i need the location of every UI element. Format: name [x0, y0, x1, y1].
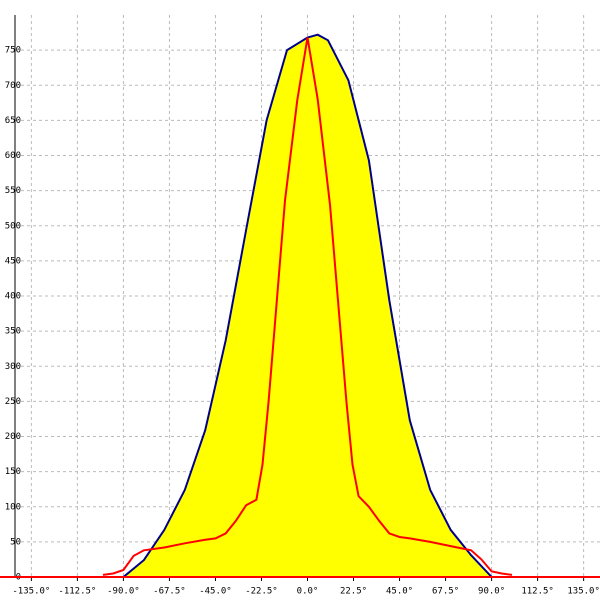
y-tick-label: 550 — [5, 186, 21, 196]
y-tick-label: 300 — [5, 362, 21, 372]
y-tick-label: 600 — [5, 151, 21, 161]
x-tick-label: -135.0° — [12, 587, 50, 597]
x-tick-label: -45.0° — [199, 587, 232, 597]
area — [120, 33, 494, 578]
y-tick-label: 50 — [10, 537, 21, 547]
x-tick-label: 45.0° — [386, 587, 413, 597]
y-tick-label: 400 — [5, 292, 21, 302]
x-tick-label: -22.5° — [245, 587, 278, 597]
y-tick-label: 750 — [5, 46, 21, 56]
y-tick-label: 100 — [5, 502, 21, 512]
y-tick-label: 450 — [5, 256, 21, 266]
y-tick-label: 650 — [5, 116, 21, 126]
y-tick-label: 150 — [5, 467, 21, 477]
x-tick-label: 112.5° — [521, 587, 554, 597]
x-tick-label: 135.0° — [567, 587, 600, 597]
x-tick-label: -90.0° — [107, 587, 140, 597]
line — [102, 37, 513, 576]
y-tick-label: 700 — [5, 81, 21, 91]
x-tick-label: 90.0° — [478, 587, 505, 597]
x-tick-label: 67.5° — [432, 587, 459, 597]
x-tick-label: -112.5° — [58, 587, 96, 597]
y-tick-label: 350 — [5, 327, 21, 337]
x-tick-label: 0.0° — [297, 587, 319, 597]
y-tick-label: 200 — [5, 432, 21, 442]
x-tick-label: -67.5° — [153, 587, 186, 597]
y-tick-label: 250 — [5, 397, 21, 407]
y-tick-label: 500 — [5, 221, 21, 231]
x-tick-label: 22.5° — [340, 587, 367, 597]
